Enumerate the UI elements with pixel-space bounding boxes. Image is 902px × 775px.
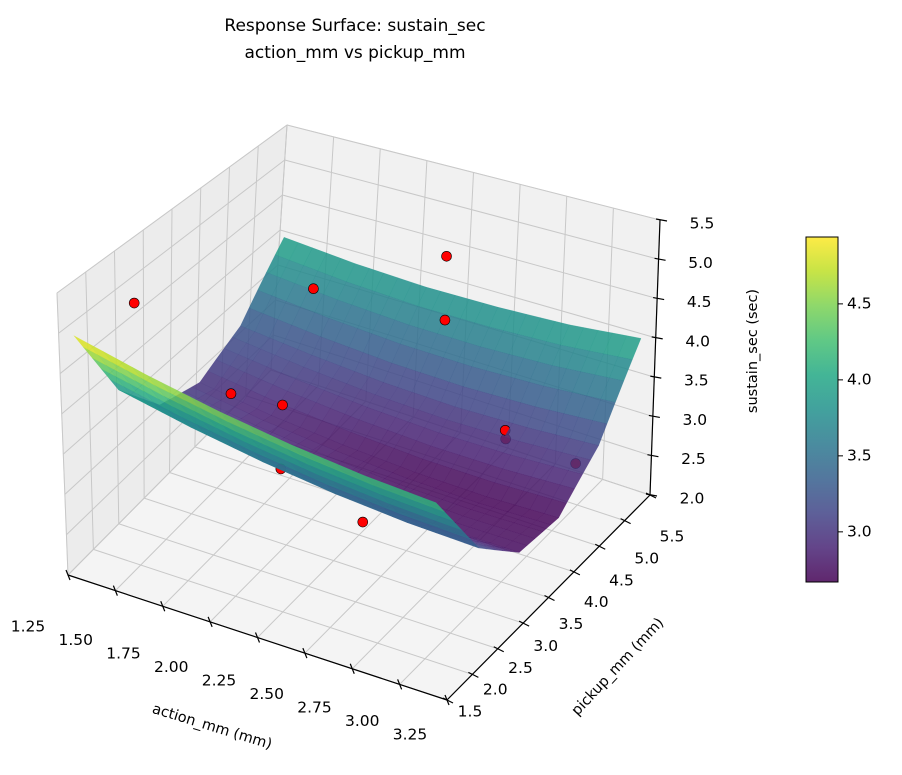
x-tick-mark (207, 616, 213, 628)
x-tick-mark (65, 569, 71, 581)
grid-line (143, 497, 524, 624)
z-tick-label: 4.5 (687, 293, 712, 311)
grid-line (56, 292, 69, 576)
grid-line (93, 548, 473, 675)
data-point (225, 388, 237, 400)
y-tick-label: 5.5 (660, 528, 685, 546)
grid-line (58, 159, 286, 334)
y-tick-label: 3.5 (559, 615, 584, 633)
z-tick-mark (654, 257, 666, 261)
y-axis-label: pickup_mm (mm) (569, 615, 667, 719)
z-tick-mark (653, 296, 665, 301)
y-tick-label: 4.0 (584, 593, 609, 611)
y-tick-label: 4.5 (609, 571, 634, 589)
y-tick-mark (544, 594, 555, 602)
colorbar-tick-label: 3.0 (847, 522, 872, 540)
z-tick-label: 3.5 (684, 372, 709, 390)
x-tick-label: 3.25 (393, 726, 428, 744)
x-tick-label: 1.75 (106, 645, 141, 663)
x-tick-label: 2.75 (297, 699, 332, 717)
grid-line (56, 124, 288, 294)
chart-subtitle: action_mm vs pickup_mm (244, 43, 465, 63)
z-tick-label: 3.0 (683, 411, 708, 429)
x-tick-mark (112, 585, 118, 596)
x-tick-mark (397, 679, 403, 690)
z-tick-mark (647, 454, 659, 458)
x-tick-mark (160, 601, 166, 612)
x-axis-label: action_mm (mm) (150, 701, 274, 753)
grid-line (118, 523, 498, 650)
x-tick-mark (254, 632, 261, 643)
axis-lines (65, 218, 668, 706)
x-tick-mark (302, 647, 308, 659)
z-tick-label: 2.0 (680, 490, 705, 508)
x-tick-label: 1.50 (58, 631, 93, 649)
x-tick-label: 2.00 (154, 658, 189, 676)
y-tick-mark (468, 671, 479, 678)
z-tick-label: 2.5 (681, 450, 706, 468)
colorbar-tick-label: 4.5 (847, 294, 872, 312)
z-tick-label: 5.5 (690, 215, 715, 233)
colorbar-tick-label: 3.5 (847, 446, 872, 464)
y-tick-label: 2.5 (508, 659, 533, 677)
z-tick-mark (648, 414, 660, 419)
grid-line (280, 229, 656, 339)
grid-line (169, 472, 549, 598)
z-axis-label: sustain_sec (sec) (745, 289, 761, 413)
data-point (277, 399, 288, 411)
grid-line (286, 124, 661, 221)
y-tick-mark (620, 518, 631, 525)
z-tick-mark (650, 375, 662, 379)
grid-line (284, 159, 659, 260)
y-tick-label: 1.5 (458, 703, 483, 721)
y-tick-mark (493, 646, 505, 653)
grid-line (142, 229, 145, 499)
z-tick-mark (651, 336, 663, 340)
z-axis-line (649, 219, 661, 496)
chart-title: Response Surface: sustain_sec (224, 16, 485, 36)
x-tick-mark (349, 663, 355, 674)
grid-line (85, 271, 94, 550)
x-tick-label: 3.00 (345, 712, 380, 730)
grid-line (282, 194, 658, 300)
grid-line (61, 229, 281, 415)
y-tick-mark (594, 543, 606, 550)
colorbar: 3.0 3.5 4.0 4.5 (805, 236, 872, 583)
grid-line (62, 264, 279, 455)
tick-labels: 1.251.501.752.002.252.502.753.003.251.52… (11, 215, 715, 744)
colorbar-tick-label: 4.0 (847, 370, 872, 388)
z-tick-mark (655, 218, 668, 222)
y-tick-label: 3.0 (533, 637, 558, 655)
surface (73, 237, 642, 553)
data-point (439, 314, 451, 326)
surface-patch (421, 497, 445, 513)
x-tick-label: 2.50 (249, 685, 284, 703)
data-point (441, 250, 452, 262)
colorbar-gradient (805, 236, 839, 583)
data-point (308, 283, 319, 295)
y-tick-mark (518, 620, 530, 627)
data-point (357, 516, 369, 528)
y-tick-mark (442, 697, 454, 704)
x-tick-label: 1.25 (11, 618, 46, 636)
grid-line (169, 208, 173, 473)
data-point (128, 297, 140, 309)
z-tick-mark (645, 493, 658, 497)
y-tick-label: 5.0 (634, 549, 659, 567)
y-tick-label: 2.0 (483, 681, 508, 699)
z-tick-label: 5.0 (688, 254, 713, 272)
x-tick-label: 2.25 (202, 672, 237, 690)
grid-line (59, 194, 283, 374)
y-tick-mark (569, 569, 581, 576)
z-tick-label: 4.0 (685, 332, 710, 350)
